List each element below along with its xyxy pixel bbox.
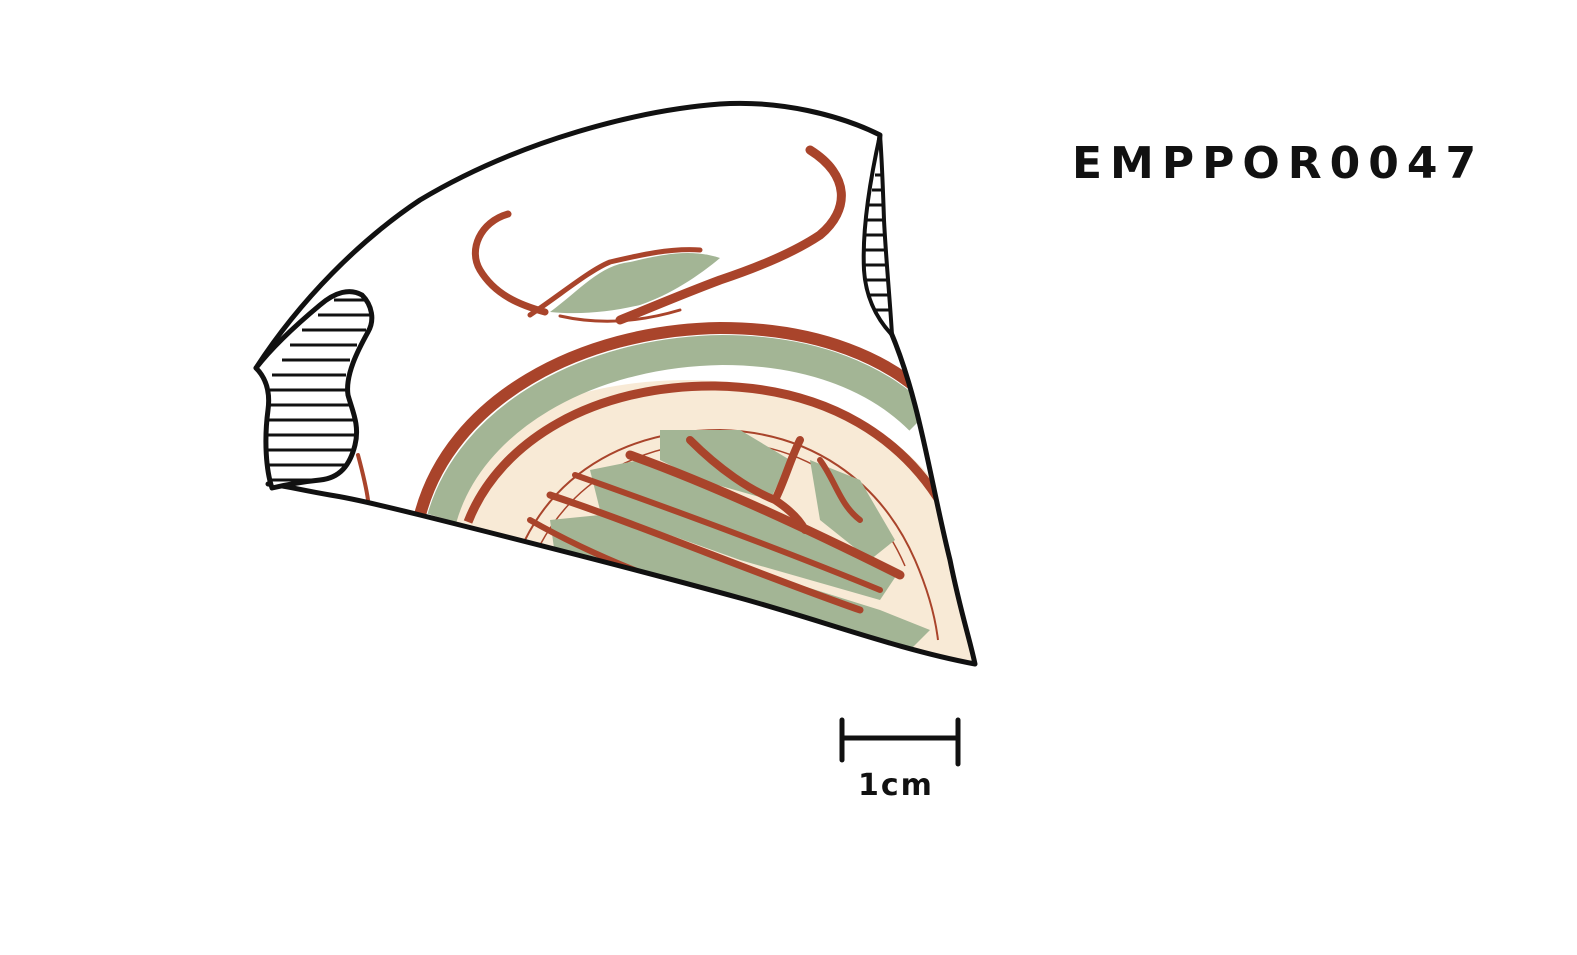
inner-hook bbox=[817, 457, 863, 523]
break-section-right bbox=[861, 133, 894, 337]
scale-bar bbox=[839, 717, 961, 767]
inner-stripe-2 bbox=[572, 472, 883, 593]
scale-bar-label: 1cm bbox=[858, 768, 934, 803]
inner-green-field-bottom bbox=[550, 515, 930, 660]
green-band bbox=[427, 334, 931, 523]
sherd-outline bbox=[253, 100, 978, 667]
rim-profile-section bbox=[253, 289, 375, 491]
inner-stripe-3 bbox=[546, 491, 864, 614]
upper-left-swirl bbox=[471, 210, 549, 316]
upper-leaf-underline bbox=[558, 308, 682, 323]
inner-stripe-1 bbox=[625, 450, 905, 580]
break-hatching bbox=[865, 173, 889, 312]
upper-green-leaf bbox=[550, 253, 720, 314]
upper-right-crescent bbox=[615, 145, 846, 325]
outer-red-ring bbox=[414, 321, 935, 517]
left-edge-red-stroke bbox=[356, 453, 370, 502]
inner-red-ring bbox=[463, 381, 949, 524]
upper-leaf-outline bbox=[527, 247, 703, 318]
catalog-id-label: EMPPOR0047 bbox=[1072, 138, 1485, 189]
inner-y-motif bbox=[686, 436, 809, 534]
profile-hatching bbox=[268, 298, 370, 482]
